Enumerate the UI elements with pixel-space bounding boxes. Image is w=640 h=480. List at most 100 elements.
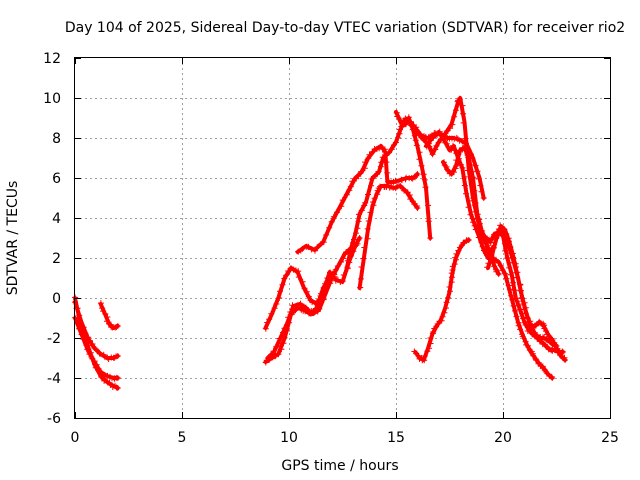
data-point <box>339 197 346 204</box>
data-point <box>276 295 283 301</box>
data-point <box>427 235 434 241</box>
data-point <box>502 237 509 244</box>
data-point <box>463 140 469 147</box>
data-point <box>504 255 511 262</box>
data-point <box>370 199 376 205</box>
data-point <box>304 307 311 314</box>
data-point <box>517 281 524 288</box>
data-point <box>420 171 427 178</box>
data-point <box>97 300 104 307</box>
data-point <box>519 333 526 340</box>
data-point <box>468 151 474 158</box>
data-point <box>522 304 529 311</box>
series-track-s <box>497 227 569 363</box>
data-point <box>467 211 474 218</box>
data-point <box>371 195 378 202</box>
data-point <box>457 161 464 168</box>
data-point <box>365 191 371 198</box>
data-point <box>416 149 423 156</box>
data-point <box>293 303 300 310</box>
data-point <box>515 322 522 329</box>
data-point <box>279 281 286 288</box>
data-point <box>284 321 291 328</box>
data-point <box>507 250 513 257</box>
data-point <box>85 342 92 349</box>
ticks <box>75 58 611 419</box>
data-point <box>475 175 482 182</box>
data-point <box>378 159 385 166</box>
data-point <box>530 352 537 359</box>
data-point <box>451 113 458 120</box>
data-point <box>299 245 306 252</box>
data-point <box>326 224 333 231</box>
data-point <box>99 374 106 381</box>
data-point <box>453 162 460 169</box>
data-point <box>459 102 466 109</box>
data-point <box>517 326 524 333</box>
data-point <box>524 315 531 321</box>
data-point <box>299 278 306 285</box>
data-point <box>522 310 529 317</box>
data-point <box>402 121 409 128</box>
data-point <box>367 209 374 216</box>
data-point <box>551 339 558 346</box>
data-point <box>114 385 121 391</box>
data-point <box>502 247 509 254</box>
data-point <box>347 183 354 190</box>
data-point <box>443 305 449 312</box>
data-point <box>334 263 341 269</box>
data-point <box>519 295 526 302</box>
chart-title: Day 104 of 2025, Sidereal Day-to-day VTE… <box>65 20 625 36</box>
data-point <box>465 204 472 211</box>
data-point <box>277 288 283 295</box>
data-point <box>452 165 459 172</box>
data-point <box>428 147 435 154</box>
x-tick-label: 25 <box>601 430 619 446</box>
data-point <box>510 303 517 309</box>
data-point <box>354 240 361 247</box>
x-tick-label: 15 <box>387 430 405 446</box>
data-point <box>477 231 484 238</box>
data-point <box>505 240 512 247</box>
data-point <box>450 142 456 149</box>
data-point <box>312 247 318 254</box>
data-point <box>430 329 437 335</box>
data-point <box>353 230 359 237</box>
data-point <box>511 259 518 266</box>
data-point <box>388 146 395 153</box>
data-point <box>357 284 364 291</box>
data-point <box>463 190 469 197</box>
data-point <box>509 254 516 261</box>
data-point <box>320 296 327 303</box>
data-point <box>416 156 423 163</box>
data-point <box>548 373 555 380</box>
data-point <box>490 234 497 241</box>
series-track-c <box>72 294 121 391</box>
data-point <box>384 169 391 176</box>
data-point <box>358 275 364 282</box>
data-point <box>505 282 512 289</box>
data-point <box>280 329 286 336</box>
data-point <box>102 310 109 317</box>
data-point <box>327 280 334 287</box>
data-point <box>264 319 271 326</box>
data-point <box>452 254 459 261</box>
data-point <box>506 264 513 271</box>
data-point <box>395 134 402 141</box>
data-point <box>366 151 373 158</box>
data-point <box>317 300 324 307</box>
data-point <box>456 147 463 154</box>
data-point <box>275 351 282 358</box>
data-point <box>383 159 390 166</box>
data-point <box>513 264 519 270</box>
data-point <box>418 162 425 169</box>
data-point <box>545 333 552 340</box>
data-point <box>415 352 422 359</box>
data-point <box>507 244 514 251</box>
data-point <box>422 184 429 191</box>
data-point <box>114 323 121 329</box>
x-axis-title: GPS time / hours <box>281 458 398 474</box>
y-tick-label: -6 <box>47 411 61 427</box>
data-point <box>476 216 483 223</box>
data-point <box>355 211 362 218</box>
